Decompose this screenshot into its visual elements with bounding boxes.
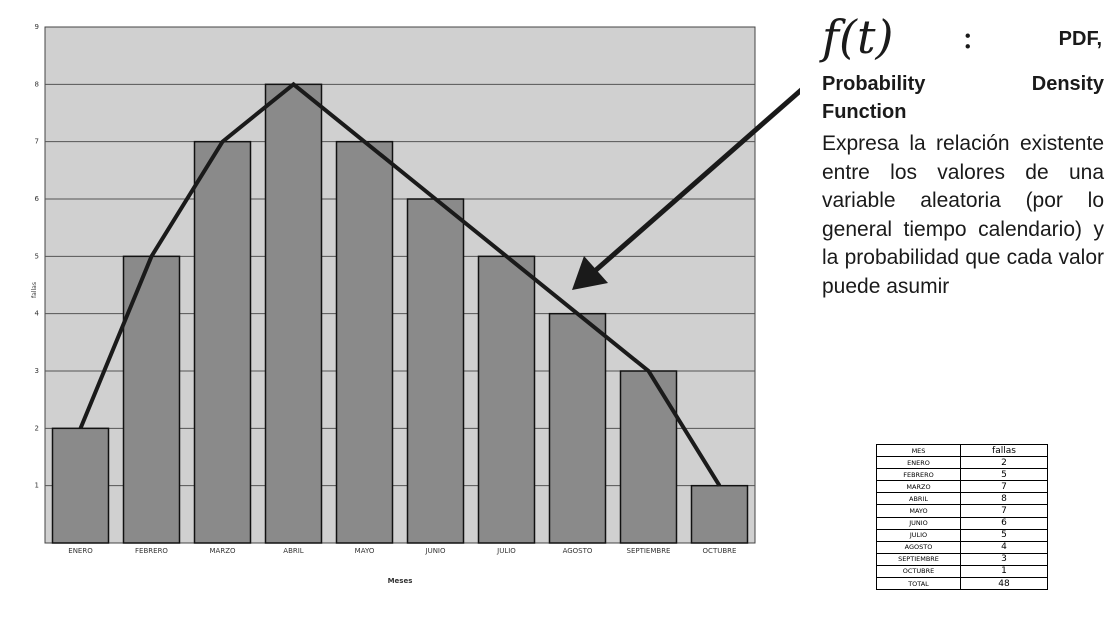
- bar: [619, 370, 678, 544]
- cell-count: 6: [960, 516, 1048, 530]
- x-axis-title: Meses: [388, 577, 413, 585]
- arrow-pointer: [572, 87, 800, 290]
- y-tick-label: 8: [35, 80, 39, 88]
- cell-month: TOTAL: [876, 577, 961, 591]
- formula-colon: :: [962, 17, 974, 57]
- bar: [548, 312, 607, 544]
- table-row: MARZO 7: [876, 480, 1048, 494]
- cell-month: AGOSTO: [876, 540, 961, 554]
- x-tick-label: ABRIL: [283, 547, 304, 555]
- pdf-heading: Probability Density Function: [822, 70, 1104, 126]
- cell-count: 5: [960, 528, 1048, 542]
- cell-count: 2: [960, 456, 1048, 470]
- formula-ft: f(t): [822, 10, 894, 64]
- cell-month: SEPTIEMBRE: [876, 552, 961, 566]
- cell-month: FEBRERO: [876, 468, 961, 482]
- bar: [406, 198, 465, 544]
- cell-count: 1: [960, 564, 1048, 579]
- cell-month: JUNIO: [876, 516, 961, 530]
- cell-month: ABRIL: [876, 492, 961, 506]
- cell-month: MES: [876, 443, 961, 458]
- bar-chart: 1 2 3 4 5 6 7 8 9 ENERO FEBRERO MARZO ABRIL MAYO JUNI…: [31, 23, 800, 585]
- y-tick-label: 5: [35, 252, 39, 260]
- heading-density: Density: [1031, 73, 1104, 95]
- bar: [477, 255, 536, 544]
- cell-month: MAYO: [876, 504, 961, 518]
- table-row: JUNIO 6: [876, 516, 1048, 530]
- cell-count: 5: [960, 468, 1048, 482]
- cell-count: 7: [960, 480, 1048, 494]
- heading-function: Function: [822, 101, 907, 123]
- cell-count: 3: [960, 552, 1048, 566]
- x-tick-label: JULIO: [496, 547, 516, 555]
- bar: [264, 83, 323, 544]
- heading-probability: Probability: [822, 73, 926, 95]
- arrow-head: [572, 256, 608, 290]
- table-row: ABRIL 8: [876, 492, 1048, 506]
- cell-count: 8: [960, 492, 1048, 506]
- x-tick-label: MAYO: [355, 547, 375, 555]
- x-tick-label: SEPTIEMBRE: [627, 547, 671, 555]
- table-row: TOTAL 48: [876, 577, 1048, 591]
- arrow-shaft: [594, 87, 800, 272]
- pdf-annotation: f(t) : PDF, Probability Density Function…: [822, 6, 1104, 301]
- cell-count: fallas: [960, 443, 1048, 458]
- cell-month: OCTUBRE: [876, 564, 961, 579]
- x-tick-label: FEBRERO: [135, 547, 168, 555]
- data-table: MES fallas ENERO 2 FEBRERO 5 MARZO 7 ABRIL 8 MAYO 7…: [876, 443, 1048, 591]
- cell-month: ENERO: [876, 456, 961, 470]
- x-tick-label: OCTUBRE: [703, 547, 737, 555]
- cell-count: 4: [960, 540, 1048, 554]
- pdf-abbrev: PDF,: [1058, 28, 1102, 50]
- cell-month: JULIO: [876, 528, 961, 542]
- y-tick-label: 9: [35, 23, 39, 31]
- table-row: OCTUBRE 1: [876, 564, 1048, 579]
- table-row: FEBRERO 5: [876, 468, 1048, 482]
- bar: [193, 140, 252, 544]
- table-row: JULIO 5: [876, 528, 1048, 542]
- cell-count: 7: [960, 504, 1048, 518]
- y-tick-label: 2: [35, 424, 39, 432]
- table-row: ENERO 2: [876, 456, 1048, 470]
- y-tick-label: 6: [35, 195, 40, 203]
- table-header: MES fallas: [876, 443, 1048, 458]
- table-row: MAYO 7: [876, 504, 1048, 518]
- y-tick-label: 3: [35, 367, 39, 375]
- x-tick-label: JUNIO: [425, 547, 446, 555]
- x-tick-label: MARZO: [210, 547, 236, 555]
- y-tick-label: 7: [35, 138, 39, 146]
- y-axis-title: fallas: [31, 282, 38, 298]
- y-tick-label: 4: [35, 310, 40, 318]
- cell-month: MARZO: [876, 480, 961, 494]
- y-tick-label: 1: [35, 482, 39, 490]
- table-row: SEPTIEMBRE 3: [876, 552, 1048, 566]
- series-line: [78, 81, 722, 487]
- bar: [690, 484, 749, 544]
- pdf-description: Expresa la relación existente entre los …: [822, 132, 1104, 298]
- x-tick-label: ENERO: [68, 547, 93, 555]
- bar: [335, 140, 394, 544]
- table-row: AGOSTO 4: [876, 540, 1048, 554]
- formula-line: f(t) : PDF,: [822, 6, 1104, 76]
- bar: [51, 427, 110, 544]
- x-tick-label: AGOSTO: [563, 547, 593, 555]
- cell-count: 48: [960, 577, 1048, 591]
